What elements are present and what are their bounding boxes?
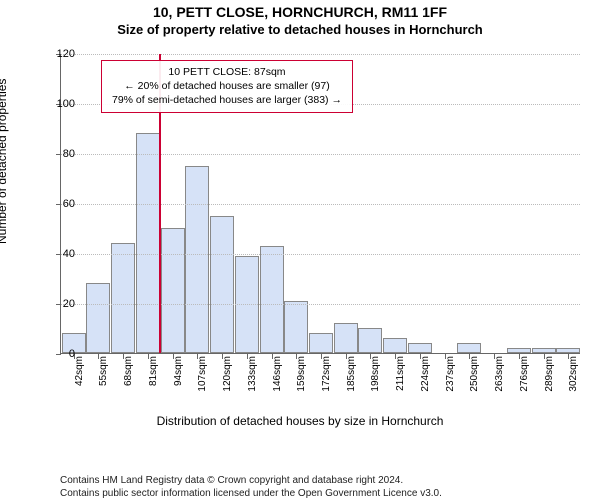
page-title-line2: Size of property relative to detached ho… (0, 22, 600, 37)
gridline (61, 254, 580, 255)
chart-container: Number of detached properties 42sqm55sqm… (0, 44, 600, 444)
histogram-bar (532, 348, 556, 353)
footer-line2: Contains public sector information licen… (60, 487, 590, 500)
histogram-bar (185, 166, 209, 354)
histogram-bar (334, 323, 358, 353)
y-tick-label: 80 (45, 148, 75, 160)
y-tick-label: 40 (45, 248, 75, 260)
y-tick-label: 20 (45, 298, 75, 310)
x-tick-label: 211sqm (395, 356, 406, 406)
histogram-bar (210, 216, 234, 354)
annotation-line: 10 PETT CLOSE: 87sqm (112, 65, 342, 79)
x-tick-label: 237sqm (445, 356, 456, 406)
x-tick-label: 81sqm (148, 356, 159, 406)
x-tick-label: 55sqm (98, 356, 109, 406)
x-tick-label: 133sqm (247, 356, 258, 406)
histogram-bar (161, 228, 185, 353)
annotation-line: ← 20% of detached houses are smaller (97… (112, 79, 342, 93)
gridline (61, 304, 580, 305)
x-tick-label: 185sqm (346, 356, 357, 406)
x-tick-label: 289sqm (544, 356, 555, 406)
gridline (61, 204, 580, 205)
histogram-bar (284, 301, 308, 354)
histogram-bar (136, 133, 160, 353)
x-tick-label: 198sqm (370, 356, 381, 406)
histogram-bar (358, 328, 382, 353)
x-tick-label: 172sqm (321, 356, 332, 406)
footer: Contains HM Land Registry data © Crown c… (60, 474, 590, 500)
x-tick-label: 263sqm (494, 356, 505, 406)
x-tick-label: 68sqm (123, 356, 134, 406)
x-tick-label: 224sqm (420, 356, 431, 406)
histogram-bar (260, 246, 284, 354)
gridline (61, 154, 580, 155)
x-tick-label: 107sqm (197, 356, 208, 406)
y-axis-label: Number of detached properties (0, 79, 9, 244)
y-tick-label: 60 (45, 198, 75, 210)
histogram-bar (86, 283, 110, 353)
histogram-bar (111, 243, 135, 353)
x-tick-label: 146sqm (272, 356, 283, 406)
x-tick-label: 302sqm (568, 356, 579, 406)
histogram-bar (507, 348, 531, 353)
x-tick-label: 276sqm (519, 356, 530, 406)
page-title-line1: 10, PETT CLOSE, HORNCHURCH, RM11 1FF (0, 4, 600, 20)
gridline (61, 54, 580, 55)
x-tick-label: 42sqm (74, 356, 85, 406)
x-tick-label: 250sqm (469, 356, 480, 406)
histogram-bar (383, 338, 407, 353)
annotation-line: 79% of semi-detached houses are larger (… (112, 93, 342, 107)
y-tick-label: 100 (45, 98, 75, 110)
y-tick-label: 120 (45, 48, 75, 60)
histogram-bar (556, 348, 580, 353)
x-tick-label: 159sqm (296, 356, 307, 406)
plot-area: 42sqm55sqm68sqm81sqm94sqm107sqm120sqm133… (60, 54, 580, 354)
x-tick-label: 120sqm (222, 356, 233, 406)
footer-line1: Contains HM Land Registry data © Crown c… (60, 474, 590, 487)
histogram-bar (457, 343, 481, 353)
annotation-box: 10 PETT CLOSE: 87sqm← 20% of detached ho… (101, 60, 353, 113)
x-tick-label: 94sqm (173, 356, 184, 406)
x-axis-label: Distribution of detached houses by size … (0, 414, 600, 428)
histogram-bar (408, 343, 432, 353)
histogram-bar (309, 333, 333, 353)
y-tick-label: 0 (45, 348, 75, 360)
